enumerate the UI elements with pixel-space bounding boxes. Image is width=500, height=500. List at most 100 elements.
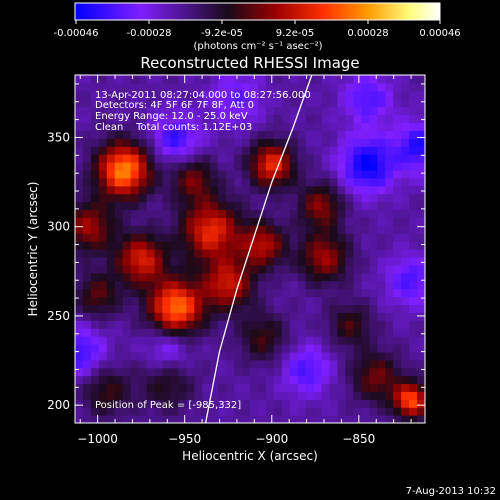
heatmap-cell	[305, 177, 315, 187]
heatmap-cell	[210, 225, 219, 234]
heatmap-cell	[122, 75, 132, 84]
heatmap-cell	[265, 312, 275, 321]
heatmap-cell	[162, 304, 172, 313]
heatmap-cell	[297, 130, 307, 139]
heatmap-cell	[82, 122, 92, 131]
heatmap-cell	[98, 98, 108, 108]
heatmap-cell	[154, 383, 164, 392]
heatmap-cell	[162, 272, 172, 282]
heatmap-cell	[210, 90, 219, 100]
heatmap-cell	[226, 264, 235, 274]
heatmap-cell	[82, 399, 92, 408]
heatmap-cell	[178, 233, 187, 242]
heatmap-cell	[194, 351, 203, 361]
heatmap-cell	[242, 162, 251, 171]
heatmap-cell	[234, 217, 243, 226]
heatmap-cell	[226, 162, 235, 171]
heatmap-cell	[82, 383, 92, 392]
heatmap-cell	[313, 217, 323, 226]
heatmap-cell	[385, 98, 394, 108]
heatmap-cell	[305, 130, 315, 139]
heatmap-cell	[321, 82, 331, 92]
heatmap-cell	[385, 217, 394, 226]
heatmap-cell	[138, 415, 148, 423]
heatmap-cell	[170, 288, 179, 298]
heatmap-cell	[138, 312, 148, 321]
heatmap-cell	[321, 241, 331, 250]
heatmap-cell	[242, 272, 251, 282]
heatmap-cell	[106, 328, 116, 337]
heatmap-cell	[226, 375, 235, 385]
heatmap-cell	[257, 249, 267, 258]
heatmap-cell	[313, 75, 323, 84]
heatmap-cell	[98, 106, 108, 116]
colorbar-tick-label: -0.00028	[127, 28, 172, 39]
heatmap-cell	[82, 391, 92, 400]
heatmap-cell	[114, 209, 124, 218]
heatmap-cell	[273, 146, 283, 155]
heatmap-cell	[170, 169, 179, 179]
x-tick-label: −850	[342, 432, 375, 446]
heatmap-cell	[178, 217, 187, 226]
heatmap-cell	[218, 367, 227, 377]
heatmap-cell	[210, 130, 219, 139]
heatmap-cell	[401, 249, 410, 258]
heatmap-cell	[417, 138, 425, 147]
heatmap-cell	[337, 296, 347, 305]
heatmap-cell	[345, 154, 354, 163]
heatmap-cell	[178, 383, 187, 392]
heatmap-cell	[393, 249, 402, 258]
heatmap-cell	[146, 225, 156, 234]
heatmap-cell	[138, 399, 148, 408]
heatmap-cell	[202, 169, 211, 179]
heatmap-cell	[106, 241, 116, 250]
heatmap-cell	[273, 177, 283, 187]
heatmap-cell	[409, 209, 418, 218]
heatmap-cell	[337, 106, 347, 116]
heatmap-cell	[242, 415, 251, 423]
heatmap-cell	[98, 272, 108, 282]
chart-title: Reconstructed RHESSI Image	[140, 54, 359, 72]
heatmap-cell	[162, 185, 172, 195]
heatmap-cell	[226, 359, 235, 369]
heatmap-cell	[122, 343, 132, 353]
heatmap-cell	[154, 391, 164, 400]
heatmap-cell	[226, 106, 235, 116]
heatmap-cell	[337, 162, 347, 171]
x-tick-label: −1000	[77, 432, 118, 446]
heatmap-cell	[305, 399, 315, 408]
heatmap-cell	[122, 328, 132, 337]
heatmap-cell	[257, 162, 267, 171]
heatmap-cell	[305, 383, 315, 392]
heatmap-cell	[385, 336, 394, 345]
heatmap-cell	[353, 98, 362, 108]
heatmap-cell	[417, 146, 425, 155]
heatmap-cell	[369, 367, 378, 377]
heatmap-cell	[170, 122, 179, 131]
heatmap-cell	[234, 241, 243, 250]
heatmap-cell	[90, 130, 100, 139]
heatmap-cell	[337, 328, 347, 337]
heatmap-cell	[210, 264, 219, 274]
heatmap-cell	[345, 185, 354, 195]
heatmap-cell	[377, 177, 386, 187]
heatmap-cell	[218, 154, 227, 163]
heatmap-cell	[265, 375, 275, 385]
heatmap-cell	[106, 256, 116, 266]
heatmap-cell	[250, 241, 259, 250]
heatmap-cell	[273, 320, 283, 329]
heatmap-cell	[226, 399, 235, 408]
heatmap-cell	[281, 320, 291, 329]
heatmap-cell	[369, 90, 378, 100]
heatmap-cell	[417, 256, 425, 266]
heatmap-cell	[82, 154, 92, 163]
heatmap-cell	[353, 154, 362, 163]
heatmap-cell	[257, 415, 267, 423]
heatmap-cell	[146, 407, 156, 416]
heatmap-cell	[226, 169, 235, 179]
heatmap-cell	[114, 288, 124, 298]
heatmap-cell	[417, 217, 425, 226]
axis-ticks	[75, 75, 425, 424]
heatmap-cell	[353, 351, 362, 361]
heatmap-cell	[321, 98, 331, 108]
